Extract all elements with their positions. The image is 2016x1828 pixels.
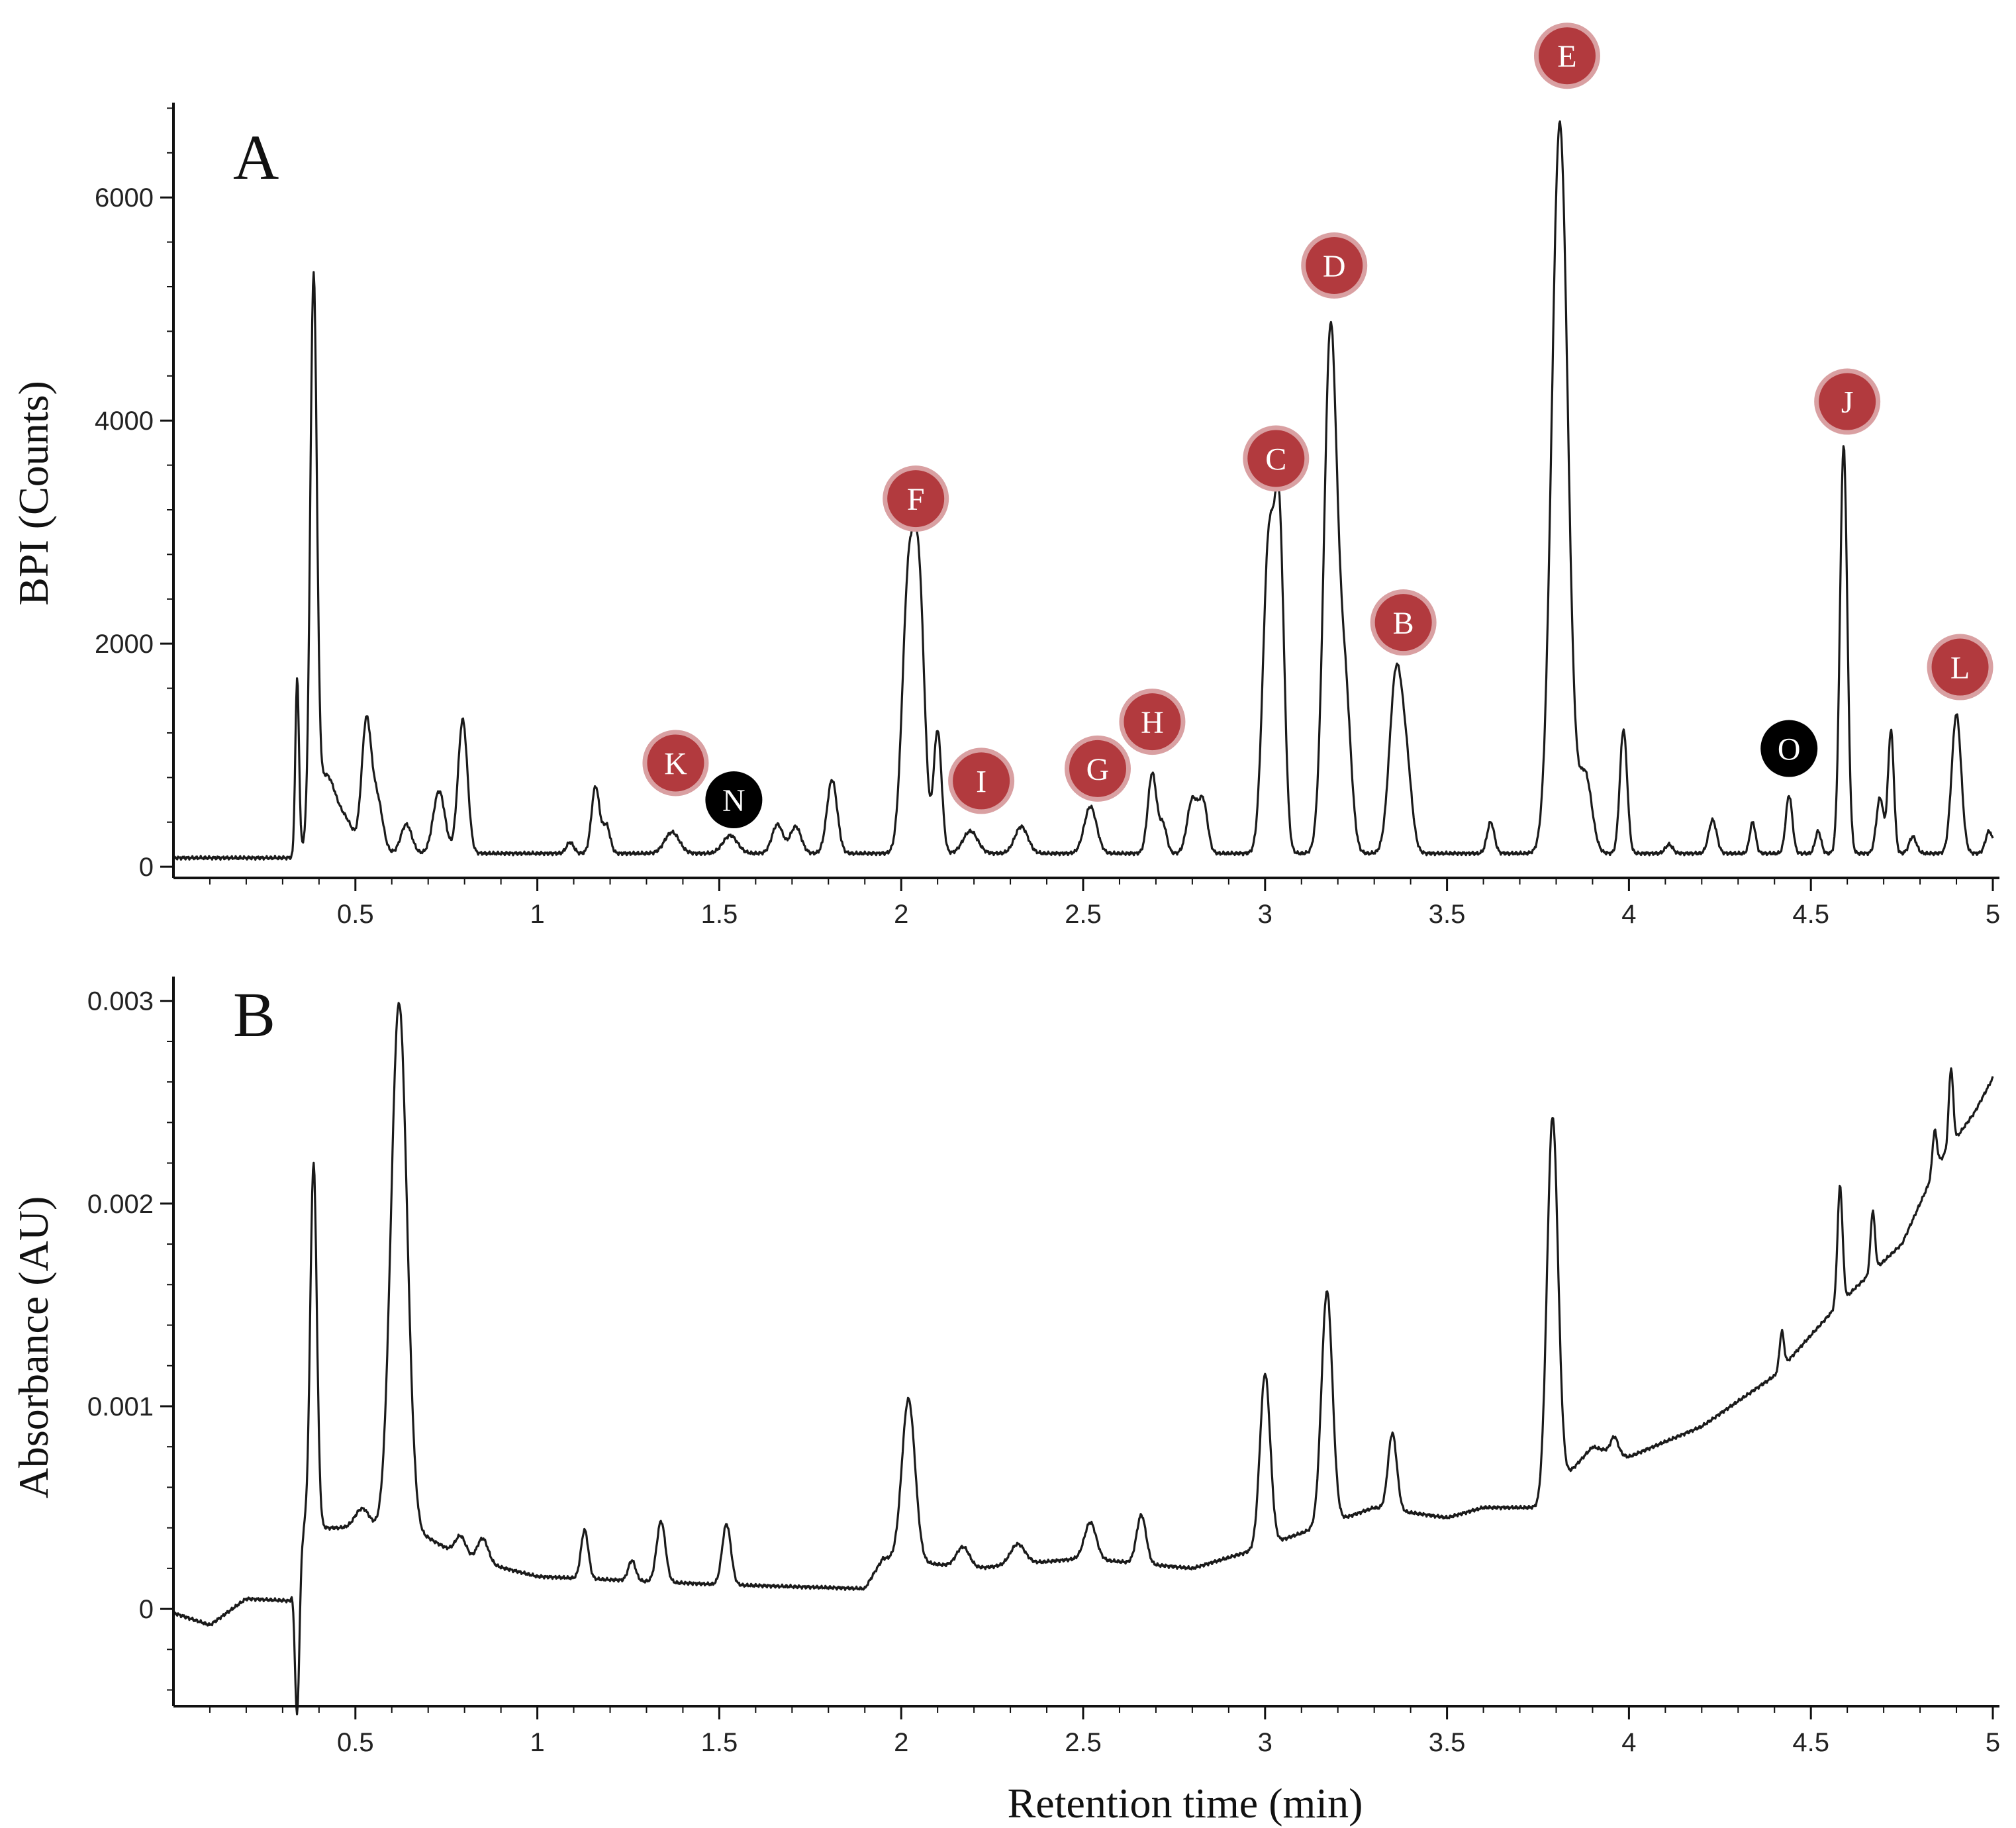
- x-axis-ticks: 0.5 1 1.5 2 2.5 3 3.5 4 4.5 5: [209, 1706, 2000, 1757]
- y-axis-ticks: 0 0.001 0.002 0.003: [87, 987, 173, 1691]
- peak-marker-h: H: [1119, 689, 1186, 755]
- peak-marker-i: I: [948, 747, 1015, 814]
- peak-marker-label: G: [1086, 752, 1110, 787]
- x-tick-label: 4.5: [1792, 900, 1829, 929]
- x-tick-label: 1.5: [701, 1728, 738, 1757]
- peak-marker-label: L: [1950, 651, 1970, 686]
- x-tick-label: 2: [894, 1728, 908, 1757]
- absorbance-trace: [172, 1002, 1994, 1715]
- x-tick-label: 3.5: [1429, 1728, 1466, 1757]
- peak-marker-e: E: [1533, 23, 1600, 89]
- x-tick-label: 4: [1621, 900, 1636, 929]
- peak-marker-label: B: [1393, 606, 1414, 641]
- panel-a: KN F I GH C D B E O J L 0.5 1 1.5 2 2.5 3 3.5 4 4.5 5 0 2000…: [10, 23, 2000, 929]
- peak-marker-c: C: [1243, 425, 1310, 492]
- panel-label-a: A: [233, 122, 279, 193]
- y-tick-label: 6000: [95, 183, 154, 213]
- bpi-trace: [172, 120, 1994, 861]
- peak-marker-circle: [1306, 236, 1363, 294]
- peak-marker-circle: [887, 470, 945, 528]
- peak-marker-label: H: [1141, 705, 1164, 740]
- x-tick-label: 3: [1258, 900, 1272, 929]
- x-tick-label: 1: [530, 900, 544, 929]
- peak-marker-g: G: [1064, 735, 1131, 802]
- peak-marker-circle: [1247, 430, 1305, 487]
- y-tick-label: 0: [139, 1595, 154, 1624]
- x-tick-label: 5: [1986, 1728, 2000, 1757]
- x-tick-label: 0.5: [337, 1728, 374, 1757]
- peak-marker-circle: [1069, 740, 1126, 797]
- peak-marker-circle: [1374, 594, 1432, 651]
- y-axis-title-bpi: BPI (Counts): [10, 381, 57, 606]
- peak-markers: KN F I GH C D B E O J L: [642, 23, 1993, 829]
- y-tick-label: 0.001: [87, 1392, 154, 1421]
- peak-marker-circle: [953, 752, 1010, 810]
- x-axis-ticks: 0.5 1 1.5 2 2.5 3 3.5 4 4.5 5: [209, 878, 2000, 929]
- peak-marker-label: O: [1778, 732, 1801, 767]
- peak-marker-circle: [1931, 638, 1989, 696]
- peak-marker-label: N: [722, 783, 745, 818]
- x-tick-label: 1: [530, 1728, 544, 1757]
- y-tick-label: 0.003: [87, 987, 154, 1016]
- x-tick-label: 2.5: [1065, 900, 1102, 929]
- peak-marker-circle: [647, 734, 704, 792]
- peak-marker-circle: [1819, 373, 1876, 430]
- x-tick-label: 2: [894, 900, 908, 929]
- x-tick-label: 1.5: [701, 900, 738, 929]
- y-tick-label: 2000: [95, 630, 154, 659]
- x-tick-label: 0.5: [337, 900, 374, 929]
- y-axis-title-absorbance: Absorbance (AU): [10, 1196, 57, 1499]
- peak-marker-circle: [1124, 693, 1181, 751]
- peak-marker-circle: [1538, 27, 1596, 85]
- peak-marker-label: F: [907, 482, 925, 517]
- x-tick-label: 5: [1986, 900, 2000, 929]
- peak-marker-d: D: [1301, 232, 1368, 299]
- peak-marker-j: J: [1814, 368, 1881, 435]
- x-tick-label: 4.5: [1792, 1728, 1829, 1757]
- peak-marker-k: K: [642, 730, 709, 796]
- peak-marker-label: E: [1557, 39, 1576, 74]
- panel-label-b: B: [233, 979, 275, 1050]
- peak-marker-label: I: [976, 764, 986, 799]
- peak-marker-circle: [1760, 720, 1818, 777]
- peak-marker-circle: [705, 771, 763, 829]
- peak-marker-label: J: [1841, 385, 1854, 420]
- peak-marker-o: O: [1760, 720, 1818, 777]
- y-tick-label: 0: [139, 853, 154, 882]
- peak-marker-b: B: [1370, 589, 1437, 656]
- peak-marker-f: F: [883, 465, 949, 532]
- peak-marker-label: D: [1323, 249, 1346, 284]
- y-tick-label: 4000: [95, 407, 154, 436]
- peak-marker-n: N: [705, 771, 763, 829]
- peak-marker-label: K: [664, 746, 687, 781]
- y-axis-ticks: 0 2000 4000 6000: [95, 107, 173, 882]
- y-tick-label: 0.002: [87, 1190, 154, 1219]
- peak-marker-label: C: [1265, 442, 1286, 477]
- x-axis-title: Retention time (min): [1008, 1780, 1363, 1827]
- x-tick-label: 2.5: [1065, 1728, 1102, 1757]
- x-tick-label: 4: [1621, 1728, 1636, 1757]
- peak-marker-l: L: [1927, 634, 1993, 700]
- x-tick-label: 3.5: [1429, 900, 1466, 929]
- x-tick-label: 3: [1258, 1728, 1272, 1757]
